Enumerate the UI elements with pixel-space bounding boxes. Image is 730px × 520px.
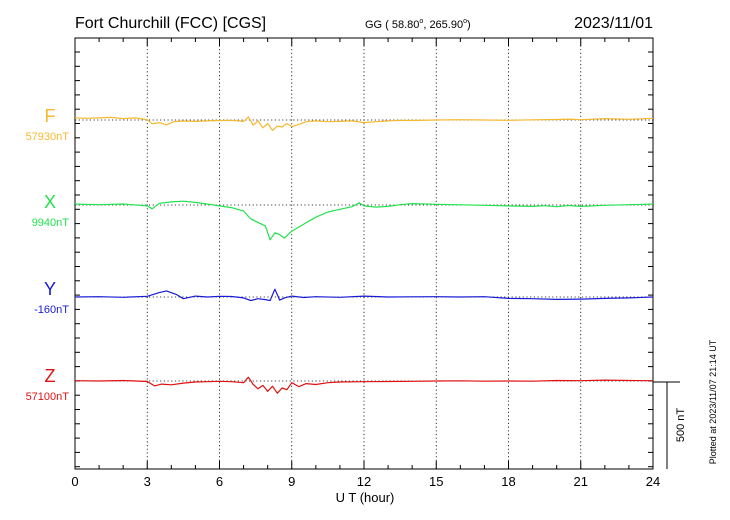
series-group bbox=[74, 116, 654, 394]
x-tick-label: 12 bbox=[357, 474, 371, 489]
date-label: 2023/11/01 bbox=[574, 15, 653, 32]
series-baseline-z: 57100nT bbox=[26, 391, 70, 403]
geographic-coordinates: GG ( 58.80o, 265.90o) bbox=[365, 18, 471, 31]
series-line-f bbox=[74, 116, 654, 131]
degree-mark-2: o bbox=[463, 18, 467, 25]
plotted-timestamp: Plotted at 2023/11/07 21:14 UT bbox=[708, 339, 718, 464]
x-tick-labels: 0 3 6 9 12 15 18 21 24 bbox=[71, 474, 660, 489]
station-title: Fort Churchill (FCC) [CGS] bbox=[75, 15, 266, 32]
coords-prefix: GG ( 58.80 bbox=[365, 19, 419, 31]
series-name-y: Y bbox=[44, 279, 56, 299]
scale-bar-label: 500 nT bbox=[675, 408, 687, 443]
degree-mark-1: o bbox=[419, 18, 423, 25]
x-tick-label: 0 bbox=[71, 474, 78, 489]
x-axis-label: U T (hour) bbox=[336, 490, 395, 505]
series-baseline-f: 57930nT bbox=[26, 131, 70, 143]
axis-ticks bbox=[74, 38, 654, 469]
series-name-z: Z bbox=[45, 366, 56, 386]
series-line-y bbox=[74, 288, 654, 302]
x-tick-label: 6 bbox=[216, 474, 223, 489]
series-labels: F 57930nT X 9940nT Y -160nT Z 57100nT bbox=[26, 106, 70, 403]
x-tick-label: 24 bbox=[646, 474, 660, 489]
series-line-x bbox=[74, 200, 654, 241]
x-tick-label: 9 bbox=[288, 474, 295, 489]
x-tick-label: 18 bbox=[501, 474, 515, 489]
coords-suffix: ) bbox=[467, 19, 471, 31]
series-name-f: F bbox=[45, 106, 56, 126]
series-baseline-y: -160nT bbox=[34, 304, 69, 316]
coords-mid: , 265.90 bbox=[423, 19, 463, 31]
x-tick-label: 21 bbox=[574, 474, 588, 489]
series-baseline-x: 9940nT bbox=[32, 217, 70, 229]
x-tick-label: 3 bbox=[144, 474, 151, 489]
series-line-z bbox=[74, 376, 654, 394]
series-name-x: X bbox=[44, 192, 56, 212]
x-tick-label: 15 bbox=[429, 474, 443, 489]
grid bbox=[75, 38, 653, 469]
